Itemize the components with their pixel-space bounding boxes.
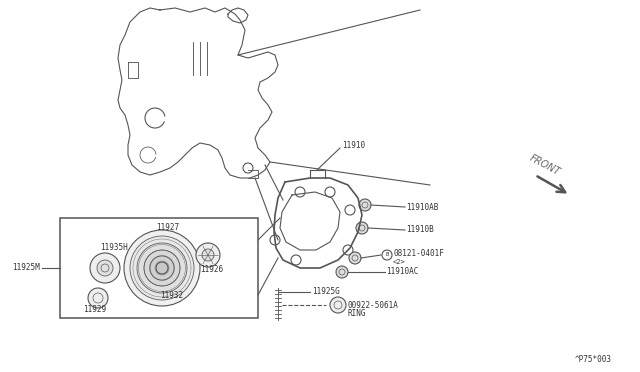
Text: 00922-5061A: 00922-5061A [348, 301, 399, 310]
Circle shape [202, 249, 214, 261]
Text: 11927: 11927 [156, 224, 180, 232]
Text: ^P75*003: ^P75*003 [575, 356, 612, 365]
Text: FRONT: FRONT [528, 153, 562, 177]
Text: 11925G: 11925G [312, 288, 340, 296]
Circle shape [144, 250, 180, 286]
Text: <2>: <2> [393, 259, 406, 265]
Text: 11935H: 11935H [100, 244, 128, 253]
Text: 11925M: 11925M [12, 263, 40, 273]
Text: 08121-0401F: 08121-0401F [393, 250, 444, 259]
Text: 11910: 11910 [342, 141, 365, 151]
Circle shape [196, 243, 220, 267]
Circle shape [90, 253, 120, 283]
Bar [60, 218, 258, 318]
Text: RING: RING [348, 308, 367, 317]
Text: 11926: 11926 [200, 266, 223, 275]
Text: B: B [385, 253, 388, 257]
Circle shape [124, 230, 200, 306]
Circle shape [349, 252, 361, 264]
Circle shape [336, 266, 348, 278]
Text: 11910B: 11910B [406, 225, 434, 234]
Circle shape [130, 236, 194, 300]
Text: 11932: 11932 [160, 291, 183, 299]
Text: 11910AC: 11910AC [386, 267, 419, 276]
Circle shape [97, 260, 113, 276]
Circle shape [359, 199, 371, 211]
Circle shape [356, 222, 368, 234]
Circle shape [150, 256, 174, 280]
Text: 11929: 11929 [83, 305, 107, 314]
Text: 11910AB: 11910AB [406, 202, 438, 212]
Circle shape [88, 288, 108, 308]
Circle shape [330, 297, 346, 313]
Circle shape [156, 262, 168, 274]
Circle shape [137, 243, 187, 293]
